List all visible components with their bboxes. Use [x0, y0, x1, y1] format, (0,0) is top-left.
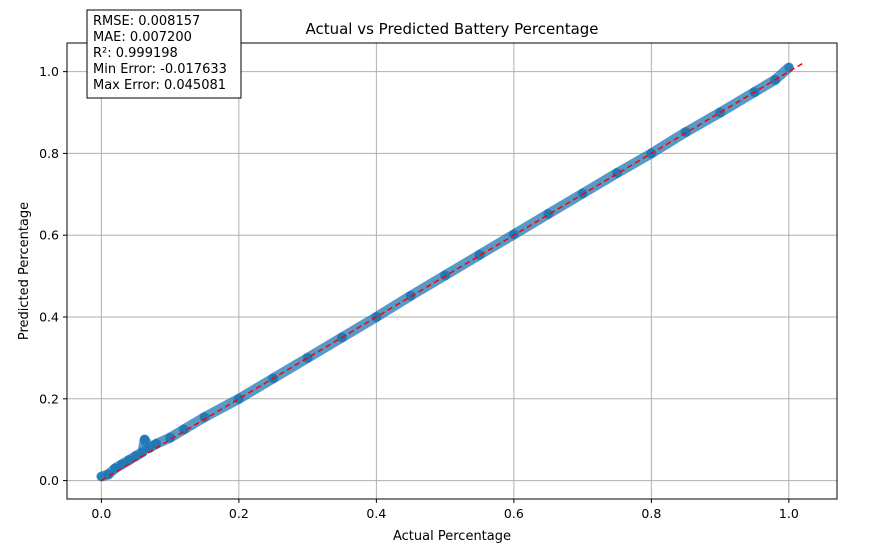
chart-title: Actual vs Predicted Battery Percentage — [305, 20, 598, 38]
x-tick-label: 0.6 — [504, 506, 524, 521]
x-tick-label: 0.0 — [91, 506, 111, 521]
stat-r2: R²: 0.999198 — [93, 46, 178, 61]
x-tick-label: 0.8 — [641, 506, 661, 521]
y-axis-label: Predicted Percentage — [17, 202, 32, 340]
x-axis-label: Actual Percentage — [393, 529, 511, 544]
reference-line-layer — [100, 62, 804, 482]
x-tick-label: 1.0 — [779, 506, 799, 521]
y-tick-label: 1.0 — [39, 64, 59, 79]
stats-box: RMSE: 0.008157 MAE: 0.007200 R²: 0.99919… — [86, 9, 242, 99]
marker-layer — [96, 62, 794, 482]
y-tick-label: 0.8 — [39, 146, 59, 161]
y-tick-label: 0.4 — [39, 310, 59, 325]
stat-max-error: Max Error: 0.045081 — [93, 78, 226, 93]
reference-line — [100, 62, 804, 482]
y-tick-label: 0.0 — [39, 473, 59, 488]
y-tick-label: 0.2 — [39, 391, 59, 406]
stat-min-error: Min Error: -0.017633 — [93, 62, 227, 77]
y-tick-label: 0.6 — [39, 228, 59, 243]
scatter-point — [784, 63, 794, 73]
stat-rmse: RMSE: 0.008157 — [93, 14, 200, 29]
x-tick-label: 0.2 — [229, 506, 249, 521]
plot-frame — [66, 42, 838, 500]
stat-mae: MAE: 0.007200 — [93, 30, 192, 45]
x-tick-label: 0.4 — [366, 506, 386, 521]
tick-layer: 0.0 0.2 0.4 0.6 0.8 1.0 0.0 0.2 0.4 0.6 0.8 1.0 — [39, 64, 799, 521]
stats-box-frame — [86, 9, 242, 99]
